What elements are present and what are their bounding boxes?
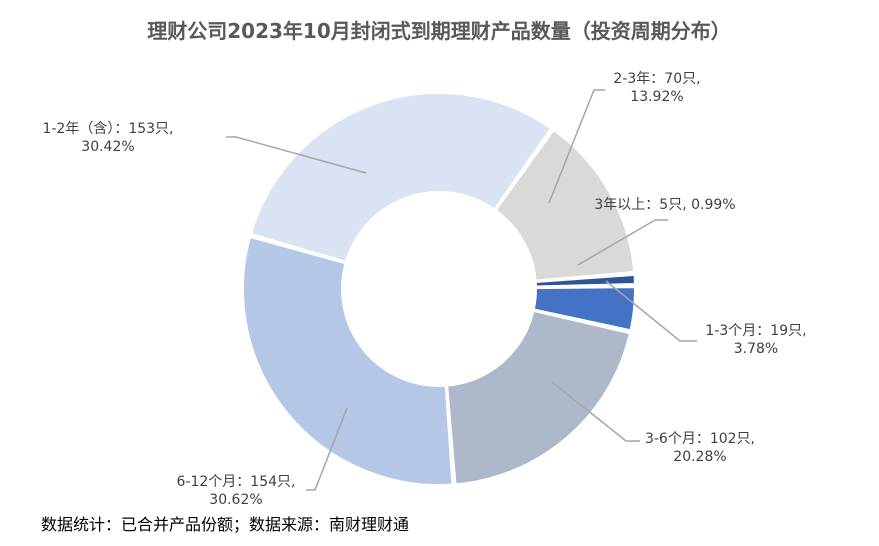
- slice-2: [242, 235, 454, 486]
- slice-0: [532, 286, 636, 332]
- slice-percent-1: 20.28%: [673, 449, 726, 465]
- slice-label-4: 2-3年：70只,: [613, 71, 700, 87]
- leader-line-3: [226, 136, 367, 174]
- slice-percent-0: 3.78%: [734, 341, 778, 357]
- slice-percent-3: 30.42%: [81, 139, 134, 155]
- slice-label-1: 3-6个月：102只,: [645, 431, 755, 447]
- leader-line-0: [605, 280, 697, 342]
- slice-1: [446, 309, 632, 486]
- leader-line-5: [577, 219, 668, 266]
- leader-line-2: [306, 407, 348, 491]
- slice-label-0: 1-3个月：19只,: [705, 323, 806, 339]
- leader-line-1: [551, 381, 640, 442]
- chart-footnote: 数据统计：已合并产品份额；数据来源：南财理财通: [41, 515, 410, 534]
- slice-label-3: 1-2年（含）：153只,: [42, 121, 173, 137]
- slice-label-5: 3年以上：5只, 0.99%: [594, 197, 735, 213]
- leader-line-4: [548, 89, 605, 204]
- slice-label-2: 6-12个月：154只,: [177, 474, 296, 490]
- slice-percent-4: 13.92%: [630, 89, 683, 105]
- slice-percent-2: 30.62%: [209, 492, 262, 508]
- slice-4: [494, 128, 636, 282]
- slice-3: [249, 92, 553, 264]
- chart-title: 理财公司2023年10月封闭式到期理财产品数量（投资周期分布）: [147, 19, 731, 43]
